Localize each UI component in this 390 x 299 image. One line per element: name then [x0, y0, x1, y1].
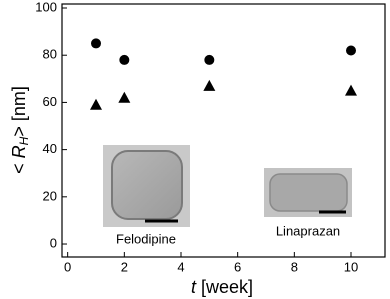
y-tick-label: 20: [43, 188, 57, 203]
annotation: Linaprazan: [276, 223, 340, 238]
y-tick-label: 40: [43, 141, 57, 156]
y-label-suffix: > [nm]: [9, 86, 29, 137]
circle-point: [119, 54, 130, 65]
y-label-subscript: H: [17, 136, 31, 145]
inset-felodipine: [103, 145, 190, 227]
x-label-symbol: t: [191, 277, 197, 297]
x-axis-label: t [week]: [191, 277, 253, 297]
x-tick-label: 2: [121, 259, 128, 274]
inset-linaprazan: [264, 168, 352, 217]
triangle-point: [118, 91, 131, 103]
y-tick-label: 0: [50, 235, 57, 250]
x-tick-label: 8: [291, 259, 298, 274]
y-tick-label: 60: [43, 94, 57, 109]
x-tick-label: 10: [344, 259, 358, 274]
circle-point: [204, 54, 215, 65]
triangle-point: [203, 79, 216, 91]
y-tick-label: 100: [35, 0, 57, 14]
x-tick-label: 6: [234, 259, 241, 274]
circle-point: [91, 38, 101, 49]
y-label-prefix: <: [9, 163, 29, 174]
annotation: Felodipine: [116, 231, 176, 246]
x-label-unit: [week]: [201, 277, 253, 297]
triangle-point: [90, 98, 102, 110]
plot-frame: [61, 3, 386, 258]
triangle-point: [345, 84, 357, 96]
y-axis-label: < RH> [nm]: [9, 86, 31, 174]
x-tick-label: 0: [64, 259, 71, 274]
y-tick-label: 80: [43, 47, 57, 62]
x-tick-label: 4: [177, 259, 184, 274]
y-label-symbol: R: [9, 145, 29, 158]
circle-point: [346, 45, 356, 56]
